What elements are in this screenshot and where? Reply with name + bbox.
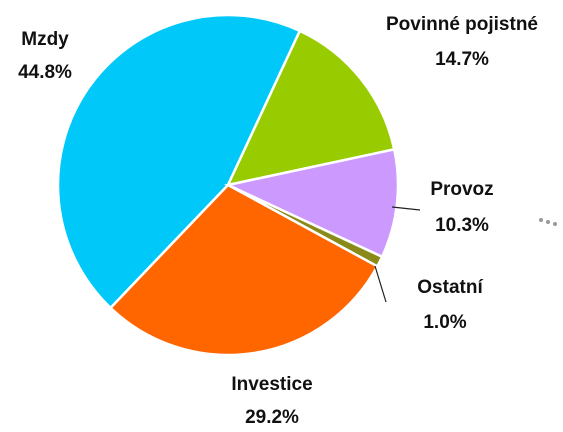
slice-label: Mzdy [21, 29, 69, 50]
pie-slice [224, 147, 400, 259]
leader-line [374, 265, 387, 303]
slice-value-label: 14.7% [435, 49, 489, 70]
slice-label: Ostatní [417, 277, 483, 298]
pie-slice [225, 29, 396, 187]
menu-dot [539, 218, 543, 222]
menu-dot [546, 220, 550, 224]
slice-value-label: 44.8% [18, 62, 72, 83]
slice-value-label: 10.3% [435, 215, 489, 236]
slice-label: Povinné pojistné [386, 14, 538, 35]
menu-dot [553, 222, 557, 226]
leader-line [391, 206, 421, 211]
pie-slice [56, 13, 302, 310]
more-menu[interactable] [539, 218, 557, 226]
slice-label: Investice [231, 374, 312, 395]
slice-label: Provoz [430, 179, 493, 200]
slice-value-label: 1.0% [423, 312, 466, 333]
pie-slice [108, 183, 379, 357]
slice-value-label: 29.2% [245, 407, 299, 428]
